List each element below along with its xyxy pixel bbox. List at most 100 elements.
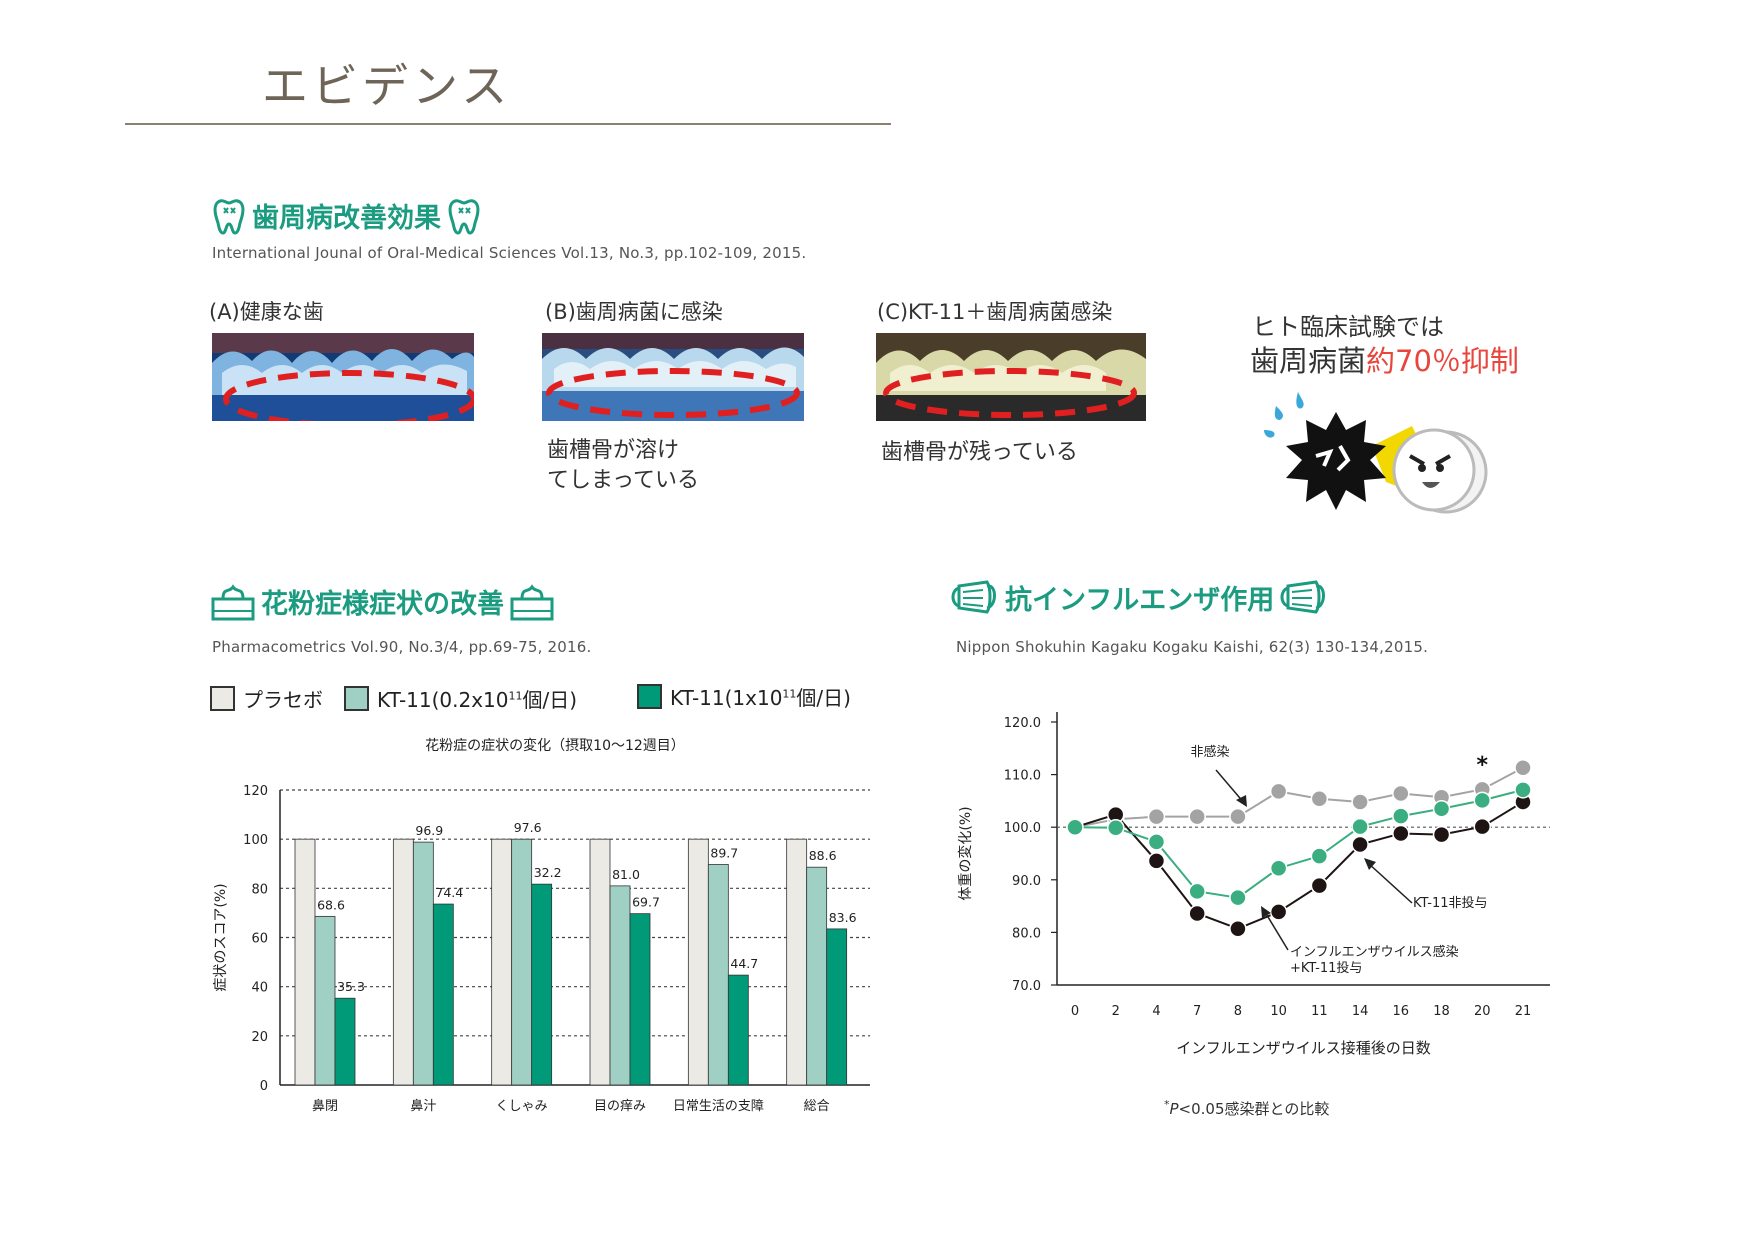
pollen-title-text: 花粉症様症状の改善 [261, 589, 504, 620]
y-tick-label: 60 [251, 932, 268, 947]
x-tick-label: 0 [1071, 1004, 1079, 1019]
influenza-line-chart: 70.0 80.0 90.0 100.0 110.0 120.0 0 2 4 7 8 10 11 14 16… [957, 712, 1550, 1057]
x-tick-label: 7 [1193, 1004, 1201, 1019]
panel-b-caption: 歯槽骨が溶け てしまっている [547, 436, 699, 496]
bar-value-label: 44.7 [730, 956, 758, 971]
series-point [1432, 800, 1451, 818]
legend-low-sup: 11 [508, 689, 523, 703]
bar [687, 838, 709, 1086]
y-tick-label: 120 [243, 784, 268, 799]
bacteria-illustration [1264, 392, 1488, 514]
annotation-infected-kt11-line2: +KT-11投与 [1290, 960, 1362, 976]
pollen-section-title: 花粉症様症状の改善 [211, 582, 554, 621]
y-tick-label: 120.0 [1004, 716, 1041, 731]
legend-high-dose: KT-11(1x1011個/日) [637, 682, 851, 711]
series-point [1351, 793, 1369, 811]
series-point [1392, 824, 1410, 843]
y-tick-label: 80.0 [1012, 926, 1041, 941]
y-tick-label: 70.0 [1012, 979, 1041, 994]
annotation-arrowhead [1236, 795, 1247, 807]
annotation-arrowhead [1261, 906, 1271, 918]
series-line [1074, 766, 1524, 829]
periodontal-title-text: 歯周病改善効果 [252, 203, 441, 234]
x-axis-label: インフルエンザウイルス接種後の日数 [1176, 1039, 1431, 1057]
y-tick-label: 0 [260, 1079, 268, 1094]
bar [314, 915, 336, 1086]
bar-value-label: 35.3 [337, 979, 365, 994]
sweat-drops-icon [1264, 392, 1304, 438]
pollen-citation: Pharmacometrics Vol.90, No.3/4, pp.69-75… [212, 638, 592, 656]
footnote-p: P [1169, 1100, 1179, 1118]
x-tick-label: 鼻汁 [410, 1098, 436, 1114]
y-tick-label: 80 [251, 882, 268, 897]
bar [707, 864, 729, 1086]
bar [629, 913, 651, 1086]
tissue-box-icon [510, 583, 554, 620]
legend-swatch-placebo [210, 686, 235, 711]
x-tick-label: くしゃみ [496, 1099, 548, 1114]
legend-label-low-dose: KT-11(0.2x1011個/日) [377, 684, 577, 713]
bar [294, 838, 316, 1086]
footnote-rest: <0.05感染群との比較 [1178, 1100, 1330, 1118]
panel-b-label: (B)歯周病菌に感染 [545, 300, 723, 324]
bar-chart-title: 花粉症の症状の変化（摂取10〜12週目） [425, 737, 685, 754]
series-point [1432, 825, 1451, 844]
lactobacillus-face-icon [1392, 428, 1476, 512]
y-axis-label: 体重の変化(%) [957, 806, 974, 900]
bar-value-label: 68.6 [317, 897, 345, 912]
series-point [1147, 852, 1166, 870]
bar [392, 838, 414, 1086]
bar-value-label: 97.6 [514, 820, 542, 835]
x-tick-label: 目の痒み [594, 1098, 646, 1114]
influenza-citation: Nippon Shokuhin Kagaku Kogaku Kaishi, 62… [956, 638, 1429, 656]
annotation-arrow [1264, 911, 1289, 951]
legend-placebo: プラセボ [210, 684, 323, 713]
series-point [1392, 807, 1410, 825]
teeth-photo-c [876, 333, 1146, 421]
panel-c-caption: 歯槽骨が残っている [881, 440, 1078, 465]
bar [609, 885, 631, 1086]
bar [412, 841, 434, 1086]
bar [511, 838, 533, 1086]
series-point [1310, 876, 1329, 895]
influenza-title-text: 抗インフルエンザ作用 [1005, 584, 1275, 616]
series-point [1310, 847, 1329, 865]
y-tick-label: 100.0 [1004, 821, 1041, 836]
annotation-uninfected: 非感染 [1190, 744, 1229, 760]
series-point [1514, 759, 1532, 777]
series-point [1269, 782, 1288, 801]
callout-line1: ヒト臨床試験では [1252, 313, 1444, 341]
bar [826, 928, 848, 1086]
series-point [1229, 919, 1247, 938]
series-point [1351, 817, 1369, 836]
x-tick-label: 8 [1234, 1004, 1242, 1019]
tissue-box-icon [211, 583, 255, 620]
bar-value-label: 81.0 [612, 867, 640, 882]
bar [806, 866, 828, 1086]
bar [531, 883, 553, 1086]
series-point [1106, 818, 1125, 837]
influenza-section-title: 抗インフルエンザ作用 [951, 576, 1328, 618]
callout-plain: 歯周病菌 [1250, 344, 1367, 378]
bar [334, 997, 356, 1086]
x-tick-label: 20 [1474, 1004, 1491, 1019]
bar-value-label: 69.7 [632, 895, 660, 910]
y-tick-label: 110.0 [1004, 769, 1041, 784]
callout-line2: 歯周病菌約70％抑制 [1250, 338, 1519, 380]
series-point [1473, 791, 1492, 810]
legend-label-high-dose: KT-11(1x1011個/日) [670, 682, 851, 711]
series-point [1269, 903, 1288, 921]
page-title: エビデンス [262, 59, 512, 113]
series-point [1066, 818, 1084, 836]
legend-high-main: KT-11(1x10 [670, 686, 783, 710]
panel-b-caption-line2: てしまっている [547, 468, 700, 493]
teeth-photo-b [542, 333, 804, 421]
x-tick-label: 総合 [804, 1099, 830, 1114]
panel-b-caption-line1: 歯槽骨が溶け [547, 438, 680, 463]
legend-label-placebo: プラセボ [243, 688, 323, 712]
significance-asterisk: * [1477, 753, 1489, 778]
series-point [1188, 882, 1206, 901]
tooth-icon [448, 198, 480, 235]
annotation-arrow [1367, 862, 1413, 904]
series-point [1392, 784, 1410, 803]
